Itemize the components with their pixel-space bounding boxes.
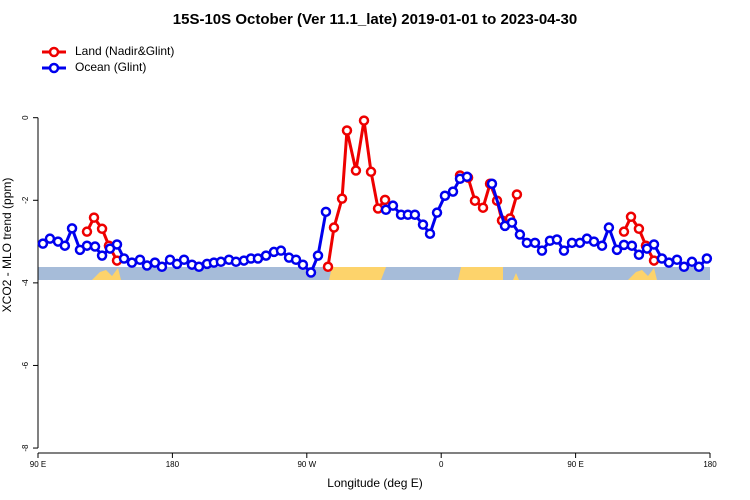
data-point bbox=[372, 203, 384, 214]
x-tick-label: 90 E bbox=[567, 460, 583, 469]
land-band bbox=[329, 267, 386, 280]
data-point bbox=[365, 166, 377, 178]
surface-mask bbox=[38, 267, 710, 280]
data-point bbox=[37, 238, 49, 249]
data-point bbox=[118, 253, 130, 264]
data-point bbox=[663, 257, 675, 268]
data-point bbox=[558, 245, 570, 256]
land-band bbox=[628, 268, 657, 280]
data-point bbox=[596, 240, 608, 251]
data-point bbox=[96, 223, 108, 235]
data-point bbox=[529, 237, 541, 249]
chart-title: 15S-10S October (Ver 11.1_late) 2019-01-… bbox=[173, 11, 577, 28]
legend-marker bbox=[48, 46, 60, 58]
y-tick-label: -4 bbox=[21, 279, 30, 287]
data-point bbox=[81, 226, 93, 237]
data-point bbox=[603, 222, 615, 233]
data-point bbox=[686, 256, 698, 268]
x-tick-label: 180 bbox=[703, 460, 717, 469]
data-point bbox=[126, 257, 138, 268]
data-point bbox=[193, 261, 205, 273]
data-point bbox=[588, 236, 600, 247]
data-point bbox=[252, 253, 264, 264]
y-axis-label: XCO2 - MLO trend (ppm) bbox=[0, 178, 14, 313]
data-point bbox=[320, 206, 332, 218]
data-point bbox=[59, 240, 71, 251]
data-point bbox=[260, 250, 272, 261]
data-point bbox=[424, 228, 436, 239]
data-point bbox=[66, 223, 78, 234]
data-point bbox=[322, 261, 334, 273]
data-point bbox=[625, 211, 637, 223]
data-point bbox=[461, 171, 473, 182]
land-band bbox=[513, 273, 519, 280]
legend: Land (Nadir&Glint) Ocean (Glint) bbox=[42, 44, 174, 74]
data-point bbox=[633, 249, 645, 261]
data-point bbox=[88, 212, 100, 223]
data-point bbox=[506, 217, 518, 228]
data-point bbox=[156, 261, 168, 273]
data-point bbox=[230, 256, 242, 268]
data-point bbox=[336, 193, 348, 204]
data-point bbox=[44, 233, 56, 244]
data-point bbox=[215, 256, 227, 268]
y-tick-label: -8 bbox=[21, 444, 30, 452]
y-tick-label: -2 bbox=[21, 196, 30, 204]
data-point bbox=[111, 239, 123, 250]
data-point bbox=[350, 165, 362, 176]
data-point bbox=[477, 202, 489, 213]
data-point bbox=[89, 241, 101, 252]
data-point bbox=[648, 239, 660, 250]
data-point bbox=[511, 189, 523, 200]
data-point bbox=[134, 254, 146, 265]
data-point bbox=[305, 267, 317, 278]
data-point bbox=[431, 207, 443, 218]
data-point bbox=[618, 226, 630, 237]
data-point bbox=[379, 194, 391, 206]
data-point bbox=[178, 254, 190, 265]
x-axis-label: Longitude (deg E) bbox=[327, 476, 422, 490]
data-point bbox=[417, 219, 429, 230]
data-point bbox=[678, 261, 690, 273]
data-point bbox=[521, 237, 533, 249]
y-tick-label: -6 bbox=[21, 361, 30, 369]
y-tick-label: 0 bbox=[21, 115, 30, 120]
x-tick-label: 90 W bbox=[297, 460, 316, 469]
data-point bbox=[626, 240, 638, 251]
data-point bbox=[328, 222, 340, 233]
data-point bbox=[81, 240, 93, 251]
data-point bbox=[96, 250, 108, 261]
data-point bbox=[701, 253, 713, 264]
data-point bbox=[409, 209, 421, 220]
data-point bbox=[297, 259, 309, 270]
data-point bbox=[290, 254, 302, 265]
x-tick-label: 0 bbox=[439, 460, 444, 469]
data-point bbox=[551, 234, 563, 245]
legend-marker bbox=[48, 62, 60, 74]
data-point bbox=[611, 244, 623, 256]
data-point bbox=[387, 200, 399, 211]
data-point bbox=[358, 115, 370, 126]
land-band bbox=[458, 267, 503, 280]
land-band bbox=[92, 268, 121, 280]
data-point bbox=[633, 223, 645, 235]
legend-label: Ocean (Glint) bbox=[75, 60, 146, 74]
data-point bbox=[469, 195, 481, 206]
data-point bbox=[514, 229, 526, 240]
data-point bbox=[693, 261, 705, 273]
data-point bbox=[275, 245, 287, 256]
legend-label: Land (Nadir&Glint) bbox=[75, 44, 174, 58]
data-point bbox=[341, 125, 353, 136]
data-point bbox=[486, 178, 498, 190]
data-point bbox=[536, 245, 548, 256]
data-point bbox=[312, 250, 324, 261]
x-tick-label: 180 bbox=[166, 460, 180, 469]
data-point bbox=[671, 254, 683, 265]
data-point bbox=[447, 186, 459, 197]
data-point bbox=[439, 190, 451, 201]
x-tick-label: 90 E bbox=[30, 460, 46, 469]
